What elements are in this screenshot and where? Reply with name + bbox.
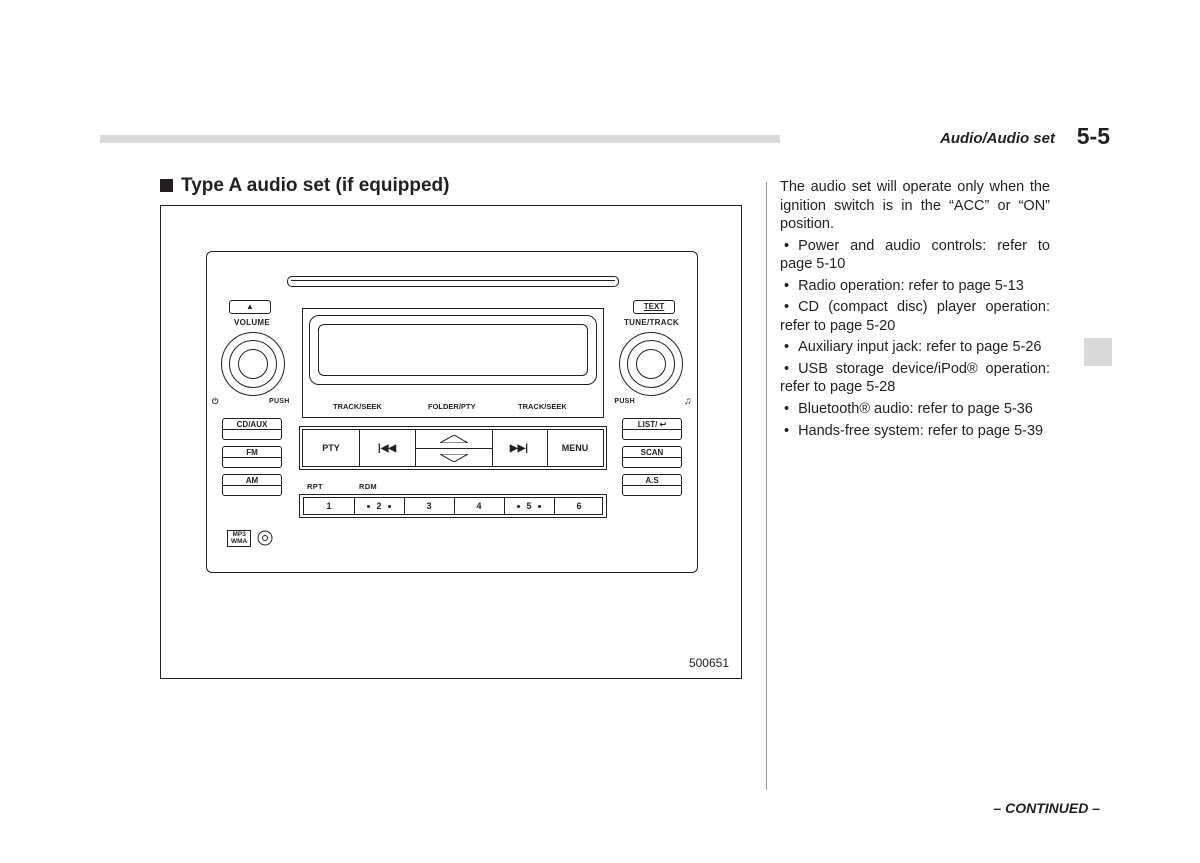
track-seek-label-2: TRACK/SEEK (518, 402, 567, 411)
audio-faceplate: ▲ VOLUME ⏻ PUSH TEXT TUNE/TRACK PUSH ♫ T… (206, 251, 698, 573)
section-title-text: Type A audio set (if equipped) (181, 175, 449, 196)
up-icon (440, 435, 468, 443)
menu-button[interactable]: MENU (547, 430, 603, 466)
preset-5-label: 5 (526, 501, 531, 511)
dot-icon (517, 505, 520, 508)
preset-2-label: 2 (376, 501, 381, 511)
list-button[interactable]: LIST/ ↩ (622, 418, 682, 440)
tune-track-label: TUNE/TRACK (624, 318, 679, 327)
continued-label: – CONTINUED – (993, 800, 1100, 816)
as-label: A.S (645, 476, 658, 485)
cd-slot-area (287, 270, 617, 294)
preset-3-label: 3 (426, 501, 431, 511)
preset-4-label: 4 (476, 501, 481, 511)
preset-3[interactable]: 3 (404, 498, 455, 514)
pty-button[interactable]: PTY (303, 430, 360, 466)
cd-aux-label: CD/AUX (237, 420, 268, 429)
menu-label: MENU (562, 443, 589, 453)
scan-button[interactable]: SCAN (622, 446, 682, 468)
fm-label: FM (246, 448, 258, 457)
preset-5[interactable]: 5 (504, 498, 555, 514)
preset-4[interactable]: 4 (454, 498, 505, 514)
prev-track-icon: |◀◀ (378, 443, 396, 454)
up-button[interactable] (416, 430, 492, 449)
side-column: The audio set will operate only when the… (780, 178, 1050, 443)
ref-usb: USB storage device/iPod® operation: refe… (780, 360, 1050, 397)
folder-pty-label: FOLDER/PTY (428, 402, 476, 411)
rpt-label: RPT (307, 482, 323, 491)
lcd-display (309, 315, 597, 385)
disc-icon (257, 530, 273, 546)
preset-2[interactable]: 2 (354, 498, 405, 514)
eject-icon: ▲ (246, 302, 254, 311)
down-icon (440, 454, 468, 462)
eject-button[interactable]: ▲ (229, 300, 271, 314)
text-button-label: TEXT (644, 302, 664, 311)
tune-knob[interactable] (619, 332, 683, 396)
text-button[interactable]: TEXT (633, 300, 675, 314)
cd-aux-button[interactable]: CD/AUX (222, 418, 282, 440)
cd-slot[interactable] (287, 276, 619, 287)
down-button[interactable] (416, 449, 492, 467)
mp3-wma-badge: MP3WMA (227, 530, 251, 547)
power-icon: ⏻ (212, 397, 219, 407)
display-outer: TRACK/SEEK FOLDER/PTY TRACK/SEEK (302, 308, 604, 418)
pty-label: PTY (322, 443, 340, 453)
fm-button[interactable]: FM (222, 446, 282, 468)
scan-label: SCAN (641, 448, 664, 457)
volume-label: VOLUME (234, 318, 270, 327)
prev-track-button[interactable]: |◀◀ (359, 430, 416, 466)
ref-aux: Auxiliary input jack: refer to page 5-26 (780, 338, 1050, 357)
dot-icon (388, 505, 391, 508)
ref-bluetooth: Bluetooth® audio: refer to page 5-36 (780, 400, 1050, 419)
figure-number: 500651 (689, 656, 729, 670)
preset-6[interactable]: 6 (554, 498, 604, 514)
next-track-button[interactable]: ▶▶| (491, 430, 548, 466)
dot-icon (367, 505, 370, 508)
preset-1[interactable]: 1 (304, 498, 355, 514)
main-button-row: PTY |◀◀ ▶▶| MENU (299, 426, 607, 470)
as-button[interactable]: A.S (622, 474, 682, 496)
ref-handsfree: Hands-free system: refer to page 5-39 (780, 422, 1050, 441)
next-track-icon: ▶▶| (510, 443, 528, 454)
am-label: AM (246, 476, 258, 485)
ref-cd: CD (compact disc) player operation: refe… (780, 298, 1050, 335)
thumb-tab (1084, 338, 1112, 366)
dot-icon (538, 505, 541, 508)
rdm-label: RDM (359, 482, 377, 491)
music-icon: ♫ (684, 396, 692, 407)
track-seek-label-1: TRACK/SEEK (333, 402, 382, 411)
push-label-right: PUSH (614, 398, 635, 405)
header-page: 5-5 (1077, 123, 1110, 150)
preset-6-label: 6 (576, 501, 581, 511)
intro-text: The audio set will operate only when the… (780, 178, 1050, 234)
square-bullet-icon (160, 179, 173, 192)
volume-knob[interactable] (221, 332, 285, 396)
figure-box: ▲ VOLUME ⏻ PUSH TEXT TUNE/TRACK PUSH ♫ T… (160, 205, 742, 679)
push-label-left: PUSH (269, 398, 290, 405)
ref-radio: Radio operation: refer to page 5-13 (780, 277, 1050, 296)
preset-1-label: 1 (326, 501, 331, 511)
am-button[interactable]: AM (222, 474, 282, 496)
preset-row: 1 2 3 4 5 6 (299, 494, 607, 518)
ref-power: Power and audio controls: refer to page … (780, 237, 1050, 274)
list-label: LIST/ ↩ (638, 420, 666, 429)
